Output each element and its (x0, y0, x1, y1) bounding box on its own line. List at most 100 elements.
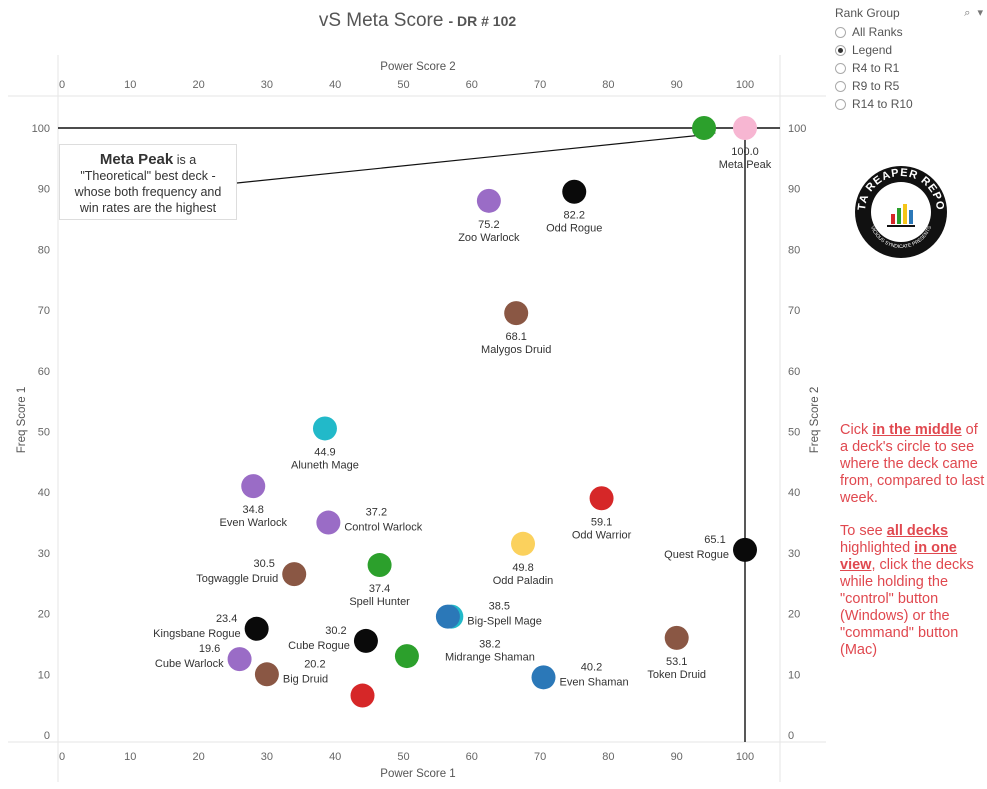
deck-score-label: 37.2 (366, 507, 387, 519)
deck-point-8[interactable] (589, 486, 614, 511)
x-tick-top: 20 (192, 79, 204, 91)
rank-option-1[interactable]: Legend (835, 41, 985, 59)
deck-point-19[interactable] (254, 662, 279, 687)
y-axis-title-right: Freq Score 2 (809, 387, 821, 453)
x-tick-bottom: 30 (261, 751, 273, 763)
deck-name-label: Odd Paladin (493, 575, 554, 587)
deck-name-label: Spell Hunter (349, 596, 410, 608)
deck-point-14[interactable] (353, 628, 378, 653)
deck-point-2[interactable] (476, 188, 501, 213)
deck-name-label: Meta Peak (719, 159, 772, 171)
x-tick-top: 100 (736, 79, 754, 91)
instructions-note: Cick in the middle of a deck's circle to… (840, 422, 985, 675)
note-p2a: To see (840, 523, 887, 539)
x-axis-title-top: Power Score 2 (380, 61, 455, 73)
deck-point-11[interactable] (511, 531, 536, 556)
deck-point-18[interactable] (227, 647, 252, 672)
deck-name-label: Cube Rogue (288, 640, 350, 652)
x-tick-bottom: 10 (124, 751, 136, 763)
radio-icon[interactable] (835, 98, 846, 110)
radio-icon[interactable] (835, 26, 846, 38)
deck-point-3[interactable] (562, 179, 587, 204)
deck-point-12[interactable] (733, 537, 757, 562)
radio-icon[interactable] (835, 44, 846, 56)
rank-option-label: All Ranks (852, 25, 903, 39)
deck-point-10[interactable] (367, 553, 392, 578)
deck-point-0[interactable] (733, 116, 757, 140)
x-tick-bottom: 40 (329, 751, 341, 763)
note-p2b: all decks (886, 523, 949, 539)
deck-point-4[interactable] (504, 301, 529, 326)
x-tick-bottom: 0 (59, 751, 65, 763)
deck-score-label: 82.2 (564, 210, 585, 222)
radio-icon[interactable] (835, 62, 846, 74)
note-p2e: , click the decks while holding the "con… (840, 557, 974, 658)
y-tick-right: 90 (788, 184, 800, 196)
y-tick-right: 50 (788, 427, 800, 439)
deck-name-label: Odd Rogue (546, 223, 602, 235)
y-tick-right: 40 (788, 487, 800, 499)
deck-score-label: 19.6 (199, 643, 220, 655)
rank-option-label: R4 to R1 (852, 61, 900, 75)
y-tick-left: 10 (38, 669, 50, 681)
deck-point-22[interactable] (664, 625, 689, 650)
x-tick-bottom: 90 (671, 751, 683, 763)
deck-name-label: Big-Spell Mage (467, 616, 542, 628)
deck-point-20[interactable] (350, 683, 375, 708)
note-p1b: in the middle (872, 422, 962, 438)
title-main: vS Meta Score (318, 10, 444, 31)
x-tick-bottom: 50 (397, 751, 409, 763)
x-tick-top: 80 (602, 79, 614, 91)
rank-option-0[interactable]: All Ranks (835, 23, 985, 41)
note-para-2: To see all decks highlighted in one view… (840, 523, 985, 659)
x-tick-bottom: 20 (192, 751, 204, 763)
deck-point-6[interactable] (241, 474, 266, 499)
points-layer (227, 116, 757, 708)
y-tick-left: 60 (38, 366, 50, 378)
x-tick-bottom: 100 (736, 751, 754, 763)
deck-point-5[interactable] (312, 416, 337, 441)
y-tick-right: 60 (788, 366, 800, 378)
deck-name-label: Even Shaman (560, 676, 629, 688)
deck-point-13[interactable] (244, 616, 269, 641)
y-tick-left: 70 (38, 305, 50, 317)
y-tick-right: 20 (788, 609, 800, 621)
deck-score-label: 100.0 (731, 146, 759, 158)
rank-option-3[interactable]: R9 to R5 (835, 77, 985, 95)
rank-option-4[interactable]: R14 to R10 (835, 95, 985, 113)
deck-point-21[interactable] (531, 665, 556, 690)
rank-option-2[interactable]: R4 to R1 (835, 59, 985, 77)
deck-point-1[interactable] (692, 116, 717, 140)
logo-bar-1 (891, 214, 895, 224)
y-tick-left: 80 (38, 244, 50, 256)
x-tick-bottom: 60 (466, 751, 478, 763)
deck-score-label: 37.4 (369, 583, 390, 595)
y-tick-right: 0 (788, 730, 794, 742)
callout-text3: whose both frequency and (74, 185, 222, 199)
title-sub: - DR # 102 (448, 13, 517, 29)
deck-score-label: 23.4 (216, 613, 237, 625)
deck-score-label: 38.5 (489, 601, 510, 613)
deck-point-17[interactable] (394, 644, 419, 669)
deck-score-label: 49.8 (512, 562, 533, 574)
deck-name-label: Kingsbane Rogue (153, 628, 240, 640)
note-para-1: Cick in the middle of a deck's circle to… (840, 422, 985, 507)
deck-score-label: 75.2 (478, 219, 499, 231)
x-tick-top: 40 (329, 79, 341, 91)
x-tick-bottom: 70 (534, 751, 546, 763)
deck-name-label: Cube Warlock (155, 658, 224, 670)
radio-icon[interactable] (835, 80, 846, 92)
deck-score-label: 59.1 (591, 516, 612, 528)
data-reaper-logo: DATA REAPER REPORT VICIOUS SYNDICATE PRE… (853, 164, 947, 258)
reference-lines (58, 127, 780, 742)
deck-score-label: 53.1 (666, 656, 687, 668)
deck-point-16[interactable] (435, 604, 460, 629)
logo-bar-3 (903, 204, 907, 224)
deck-score-label: 40.2 (581, 661, 602, 673)
note-p2d: in one view (840, 540, 957, 573)
deck-point-9[interactable] (282, 562, 307, 587)
deck-score-label: 30.5 (254, 558, 275, 570)
filter-search-icon[interactable]: ⌕ ▾ (964, 7, 985, 19)
deck-point-7[interactable] (316, 510, 341, 535)
